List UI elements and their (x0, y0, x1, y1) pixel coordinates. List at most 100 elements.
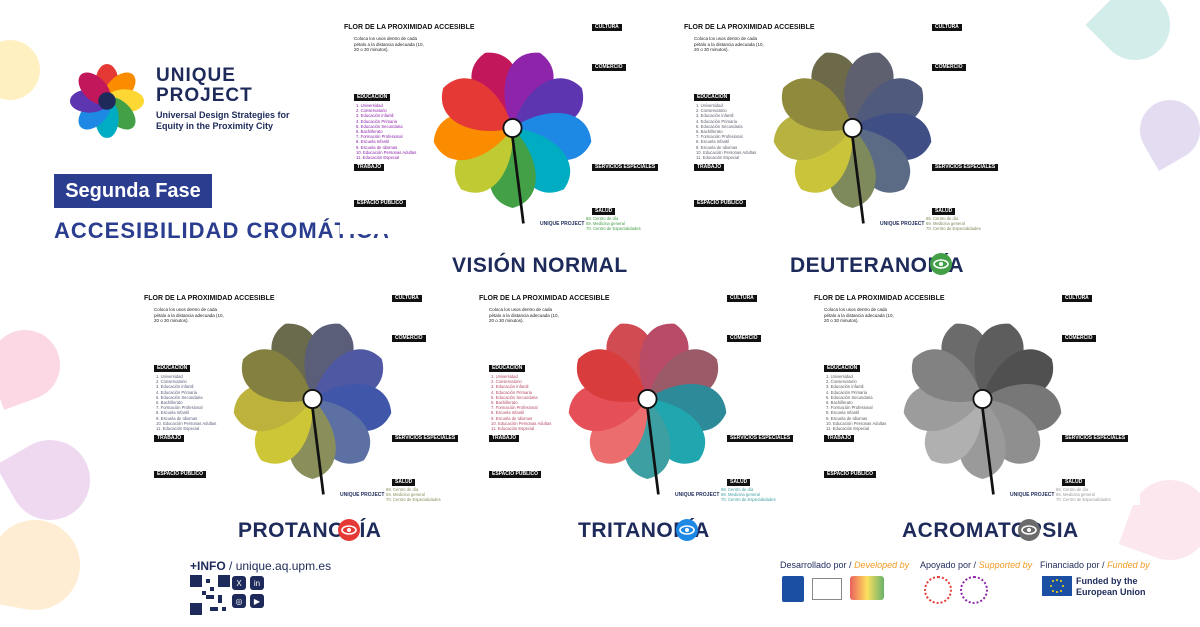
home-center-icon (502, 118, 523, 138)
poster-intro: Coloca los usos dentro de cada pétalo a … (824, 307, 894, 323)
flower-logo-icon (69, 63, 145, 139)
partner-logo (850, 576, 884, 600)
poster-section-label: ESPACIO PÚBLICO (354, 200, 407, 207)
flower-petal (312, 383, 392, 432)
poster-section-label: CULTURA (592, 24, 622, 31)
decorative-petal (0, 512, 88, 618)
poster-title: FLOR DE LA PROXIMIDAD ACCESIBLE (479, 295, 610, 302)
flower-petal (241, 349, 313, 402)
qr-code-icon[interactable] (190, 575, 230, 615)
phase-badge: Segunda Fase (54, 174, 212, 208)
proximity-flower (433, 52, 592, 224)
headline: ACCESIBILIDAD CROMÁTICA (54, 218, 390, 243)
proximity-flower (568, 323, 727, 495)
flower-stem (981, 407, 995, 495)
flower-petal (576, 349, 648, 402)
poster-section-label: TRABAJO (154, 435, 185, 442)
supported-by-label: Apoyado por / Supported by (920, 560, 1033, 570)
school-logo (812, 578, 842, 600)
flower-stem (511, 136, 525, 224)
linkedin-icon[interactable]: in (250, 576, 264, 590)
flower-petal (254, 399, 313, 464)
poster-section-label: SERVICIOS ESPECIALES (727, 435, 794, 442)
impetus-logo (924, 576, 952, 604)
flower-petal (589, 399, 648, 464)
poster-section-label: EDUCACIÓN (489, 365, 526, 372)
home-center-icon (637, 389, 658, 409)
poster-unique-logo: UNIQUE PROJECT (540, 221, 585, 227)
funded-by-label: Financiado por / Funded by (1040, 560, 1150, 570)
eye-icon (930, 253, 952, 275)
poster-title: FLOR DE LA PROXIMIDAD ACCESIBLE (684, 24, 815, 31)
decorative-petal (0, 320, 70, 410)
poster-title: FLOR DE LA PROXIMIDAD ACCESIBLE (144, 295, 275, 302)
developed-by-label: Desarrollado por / Developed by (780, 560, 910, 570)
poster-section-label: COMERCIO (932, 64, 966, 71)
flower-petal (639, 323, 689, 399)
flower-petal (844, 52, 894, 128)
poster-section-label: CULTURA (932, 24, 962, 31)
poster-section-label: SERVICIOS ESPECIALES (592, 164, 659, 171)
poster-section-label: CULTURA (727, 295, 757, 302)
poster-section-label: TRABAJO (354, 164, 385, 171)
poster-section-label: EDUCACIÓN (354, 94, 391, 101)
poster-section-label: SALUD (1062, 479, 1086, 486)
poster-section-label: COMERCIO (1062, 335, 1096, 342)
flower-stem (646, 407, 660, 495)
x-icon[interactable]: X (232, 576, 246, 590)
poster-unique-logo: UNIQUE PROJECT (675, 492, 720, 498)
poster-section-label: TRABAJO (694, 164, 725, 171)
poster-section-label: TRABAJO (824, 435, 855, 442)
proximity-flower (773, 52, 932, 224)
home-center-icon (972, 389, 993, 409)
poster-section-label: SERVICIOS ESPECIALES (1062, 435, 1129, 442)
poster-title: FLOR DE LA PROXIMIDAD ACCESIBLE (344, 24, 475, 31)
flower-petal (794, 128, 853, 193)
proximity-flower (903, 323, 1062, 495)
poster-section-label: ESPACIO PÚBLICO (694, 200, 747, 207)
flower-petal (924, 399, 983, 464)
home-center-icon (842, 118, 863, 138)
home-center-icon (302, 389, 323, 409)
caption-vision-normal: VISIÓN NORMAL (452, 254, 628, 277)
logo-subtitle: Universal Design Strategies for Equity i… (156, 110, 290, 131)
impetus-logo-2 (960, 576, 988, 604)
info-link[interactable]: +INFO / unique.aq.upm.es (190, 559, 332, 573)
education-list: 1. Universidad 2. Conservatorio 3. Educaci… (696, 103, 757, 161)
poster-tritanopia: FLOR DE LA PROXIMIDAD ACCESIBLE Coloca lo… (475, 295, 805, 505)
flower-stem (311, 407, 325, 495)
youtube-icon[interactable]: ▶ (250, 594, 264, 608)
decorative-petal (0, 29, 51, 111)
poster-intro: Coloca los usos dentro de cada pétalo a … (489, 307, 559, 323)
poster-section-label: TRABAJO (489, 435, 520, 442)
flower-petal (504, 52, 554, 128)
poster-unique-logo: UNIQUE PROJECT (880, 221, 925, 227)
poster-intro: Coloca los usos dentro de cada pétalo a … (154, 307, 224, 323)
poster-intro: Coloca los usos dentro de cada pétalo a … (694, 36, 764, 52)
flower-petal (441, 78, 513, 131)
flower-petal (974, 323, 1024, 399)
poster-section-label: COMERCIO (727, 335, 761, 342)
eye-icon (338, 519, 360, 541)
poster-protanopia: FLOR DE LA PROXIMIDAD ACCESIBLE Coloca lo… (140, 295, 470, 505)
poster-section-label: EDUCACIÓN (154, 365, 191, 372)
poster-title: FLOR DE LA PROXIMIDAD ACCESIBLE (814, 295, 945, 302)
proximity-flower (233, 323, 392, 495)
flower-petal (512, 112, 592, 161)
poster-section-label: CULTURA (392, 295, 422, 302)
health-list: 68. Centro de día 69. Medicina general 70.… (926, 216, 981, 232)
flower-petal (911, 349, 983, 402)
education-list: 1. Universidad 2. Conservatorio 3. Educaci… (356, 103, 417, 161)
poster-unique-logo: UNIQUE PROJECT (1010, 492, 1055, 498)
poster-section-label: CULTURA (1062, 295, 1092, 302)
poster-section-label: SERVICIOS ESPECIALES (932, 164, 999, 171)
poster-section-label: COMERCIO (392, 335, 426, 342)
poster-section-label: ESPACIO PÚBLICO (154, 471, 207, 478)
flower-petal (781, 78, 853, 131)
instagram-icon[interactable]: ◎ (232, 594, 246, 608)
poster-acromatopsia: FLOR DE LA PROXIMIDAD ACCESIBLE Coloca lo… (810, 295, 1140, 505)
poster-section-label: ESPACIO PÚBLICO (824, 471, 877, 478)
poster-section-label: SERVICIOS ESPECIALES (392, 435, 459, 442)
flower-petal (647, 383, 727, 432)
info-label: +INFO (190, 559, 226, 573)
